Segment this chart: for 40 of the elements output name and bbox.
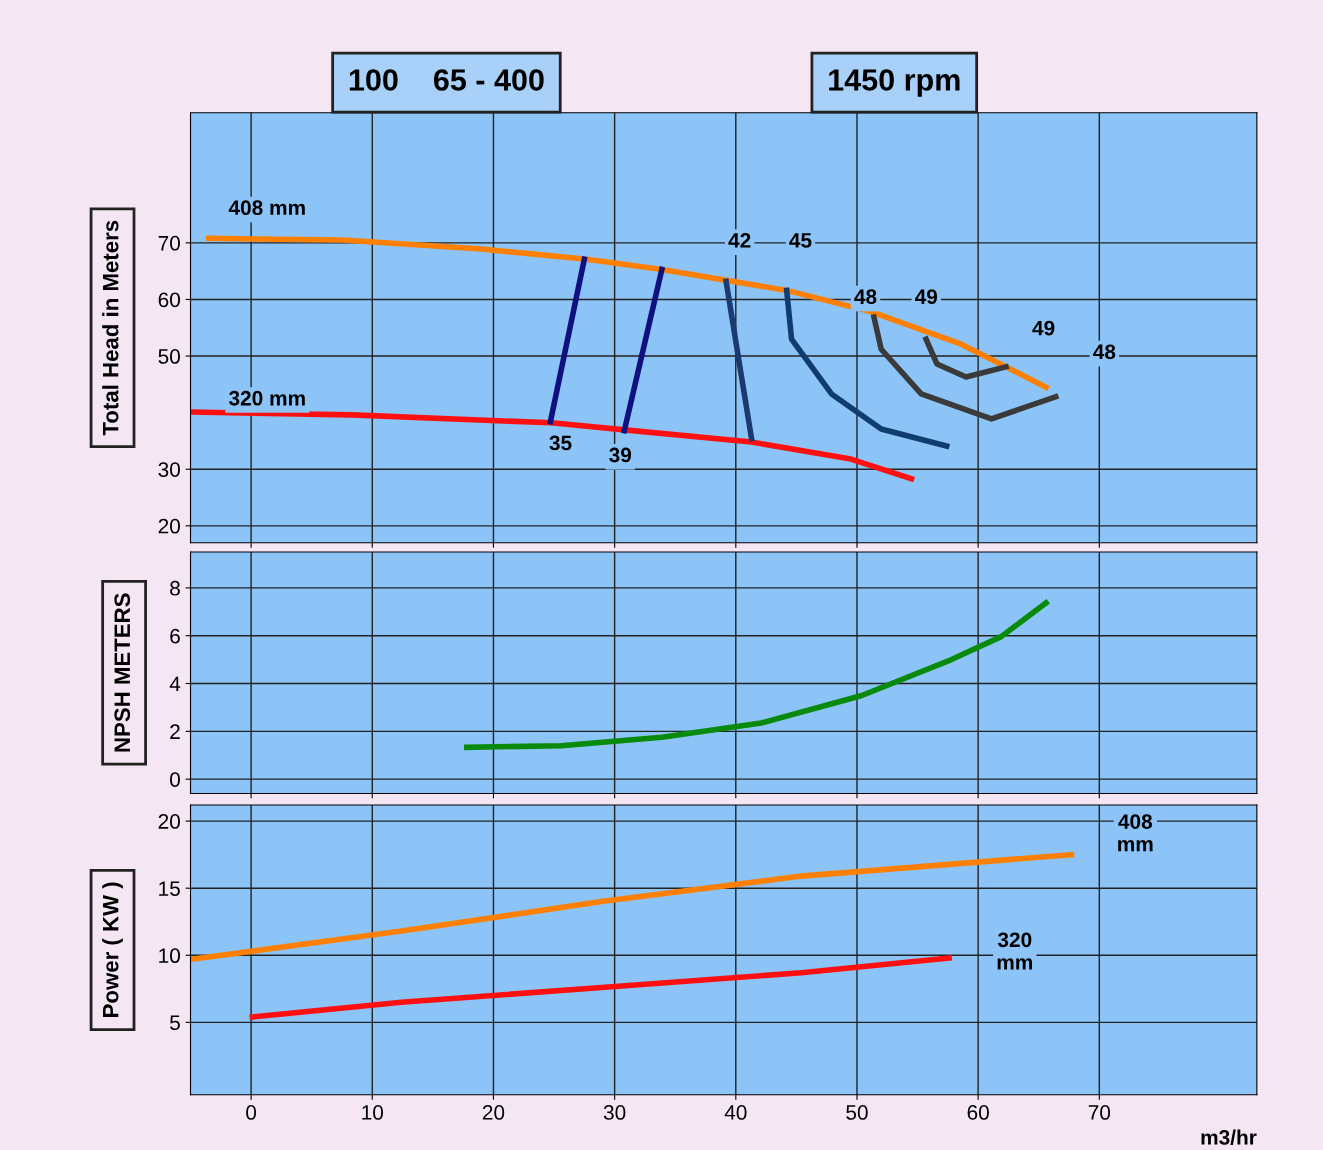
y-tick-label: 8 <box>170 580 180 596</box>
x-tick-label: 40 <box>724 1105 747 1120</box>
annotation: 45 <box>789 233 812 248</box>
y-tick-label: 2 <box>170 724 180 739</box>
chart-title: 100 65 - 400 <box>349 69 544 91</box>
y-tick-label: 10 <box>159 948 180 964</box>
annotation: 320 mm <box>228 390 305 406</box>
y-axis-title: Power ( KW ) <box>102 882 123 1017</box>
x-tick-label: 0 <box>246 1105 257 1120</box>
y-tick-label: 20 <box>158 518 180 534</box>
x-tick-label: 70 <box>1088 1105 1111 1120</box>
y-axis-title: Total Head in Meters <box>102 220 119 436</box>
y-tick-label: 20 <box>158 814 180 829</box>
y-tick-label: 5 <box>170 1015 180 1031</box>
annotation: 48 <box>1093 344 1116 360</box>
annotation: 408 mm <box>228 200 305 216</box>
annotation: 320 mm <box>997 932 1033 970</box>
y-tick-label: 60 <box>158 292 180 308</box>
y-axis-title: NPSH METERS <box>114 593 131 752</box>
y-tick-label: 6 <box>170 628 180 644</box>
y-tick-label: 30 <box>158 462 180 477</box>
x-tick-label: 10 <box>362 1105 384 1120</box>
x-axis-title: m3/hr <box>1201 1129 1257 1146</box>
x-tick-label: 60 <box>967 1105 989 1120</box>
x-tick-label: 50 <box>846 1105 868 1120</box>
x-tick-label: 30 <box>603 1105 626 1120</box>
y-tick-label: 70 <box>158 235 180 251</box>
y-tick-label: 4 <box>169 676 181 692</box>
annotation: 49 <box>1032 320 1055 336</box>
y-tick-label: 50 <box>158 349 180 364</box>
annotation: 408 mm <box>1118 814 1153 852</box>
annotation: 48 <box>854 289 877 305</box>
annotation: 42 <box>728 233 751 248</box>
annotation: 35 <box>549 435 572 451</box>
annotation: 39 <box>609 447 632 463</box>
chart-subtitle: 1450 rpm <box>829 69 960 97</box>
y-tick-label: 0 <box>170 772 180 787</box>
x-tick-label: 20 <box>482 1105 505 1120</box>
annotation: 49 <box>915 289 938 305</box>
y-tick-label: 15 <box>159 881 180 896</box>
